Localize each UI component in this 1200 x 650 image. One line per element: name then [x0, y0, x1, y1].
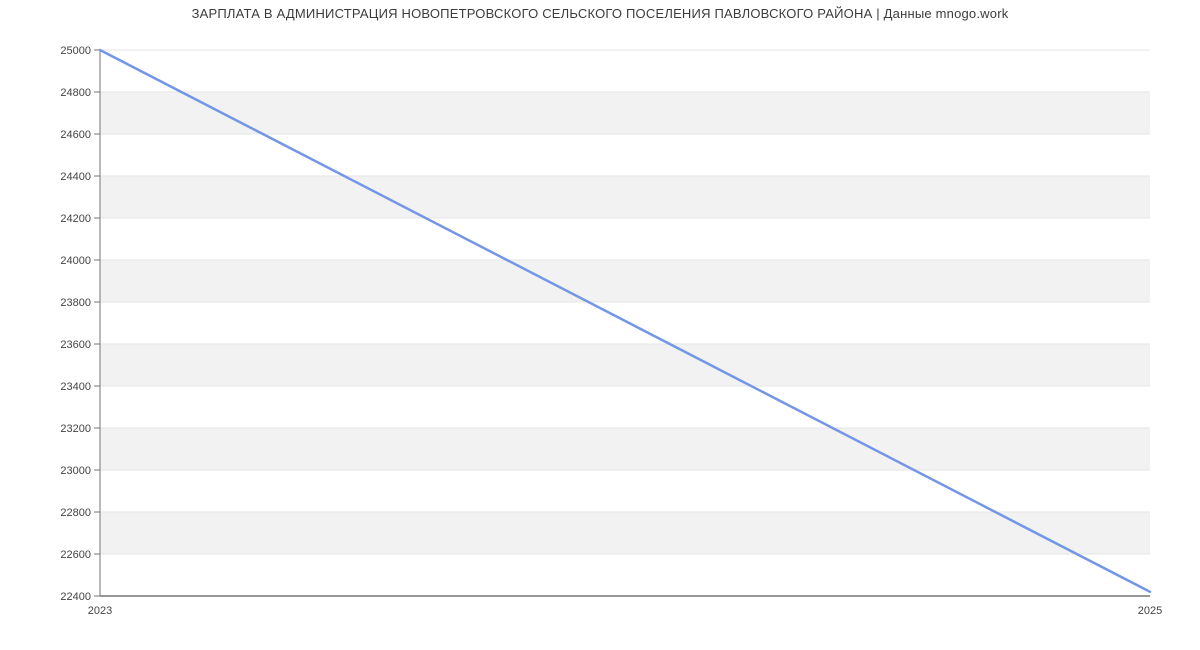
y-tick-label: 22800 [60, 507, 91, 519]
plot-band [100, 176, 1150, 218]
series-line [98, 48, 1152, 594]
plot-band [100, 428, 1150, 470]
plot-band [100, 470, 1150, 512]
y-tick-label: 24000 [60, 255, 91, 267]
y-tick-label: 22600 [60, 549, 91, 561]
plot-band [100, 92, 1150, 134]
plot-band [100, 512, 1150, 554]
y-tick-label: 24200 [60, 213, 91, 225]
plot-band [100, 554, 1150, 596]
plot-band [100, 344, 1150, 386]
plot-band [100, 218, 1150, 260]
y-tick-label: 23600 [60, 339, 91, 351]
y-tick-label: 23800 [60, 297, 91, 309]
plot-band [100, 386, 1150, 428]
y-tick-label: 23000 [60, 465, 91, 477]
y-tick-label: 24800 [60, 87, 91, 99]
y-tick-label: 22400 [60, 591, 91, 603]
y-tick-label: 23200 [60, 423, 91, 435]
plot-band [100, 50, 1150, 92]
plot-band [100, 260, 1150, 302]
y-tick-label: 25000 [60, 45, 91, 57]
x-tick-label: 2023 [88, 605, 112, 617]
y-tick-label: 24600 [60, 129, 91, 141]
y-tick-label: 23400 [60, 381, 91, 393]
y-tick-label: 24400 [60, 171, 91, 183]
plot-band [100, 134, 1150, 176]
chart-title: ЗАРПЛАТА В АДМИНИСТРАЦИЯ НОВОПЕТРОВСКОГО… [191, 6, 1009, 21]
x-tick-label: 2025 [1138, 605, 1162, 617]
plot-band [100, 302, 1150, 344]
